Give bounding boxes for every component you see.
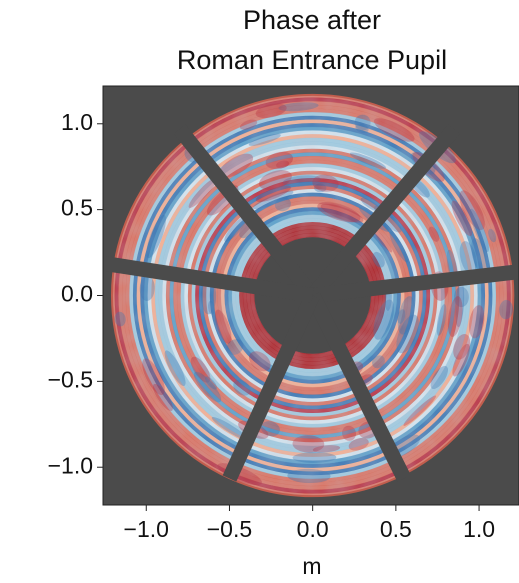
spider [222, 292, 320, 482]
x-tick-label: −1.0 [124, 516, 169, 542]
y-tick-label: −0.5 [48, 366, 93, 392]
spider [103, 255, 314, 303]
x-tick-label: −0.5 [207, 516, 252, 542]
y-tick-label: 1.0 [61, 109, 93, 135]
x-tick-label: 1.0 [463, 516, 495, 542]
y-tick-label: 0.5 [61, 195, 93, 221]
chart-title: Roman Entrance Pupil [177, 45, 447, 75]
spider [173, 124, 319, 301]
x-axis-label: m [302, 553, 321, 579]
x-tick-label: 0.0 [297, 516, 329, 542]
chart-title: Phase after [243, 5, 381, 35]
spider [306, 124, 460, 301]
y-tick-label: −1.0 [48, 452, 93, 478]
image-area [103, 86, 519, 505]
x-tick-label: 0.5 [380, 516, 412, 542]
spider [305, 292, 411, 482]
spider [311, 264, 519, 303]
y-tick-label: 0.0 [61, 281, 93, 307]
